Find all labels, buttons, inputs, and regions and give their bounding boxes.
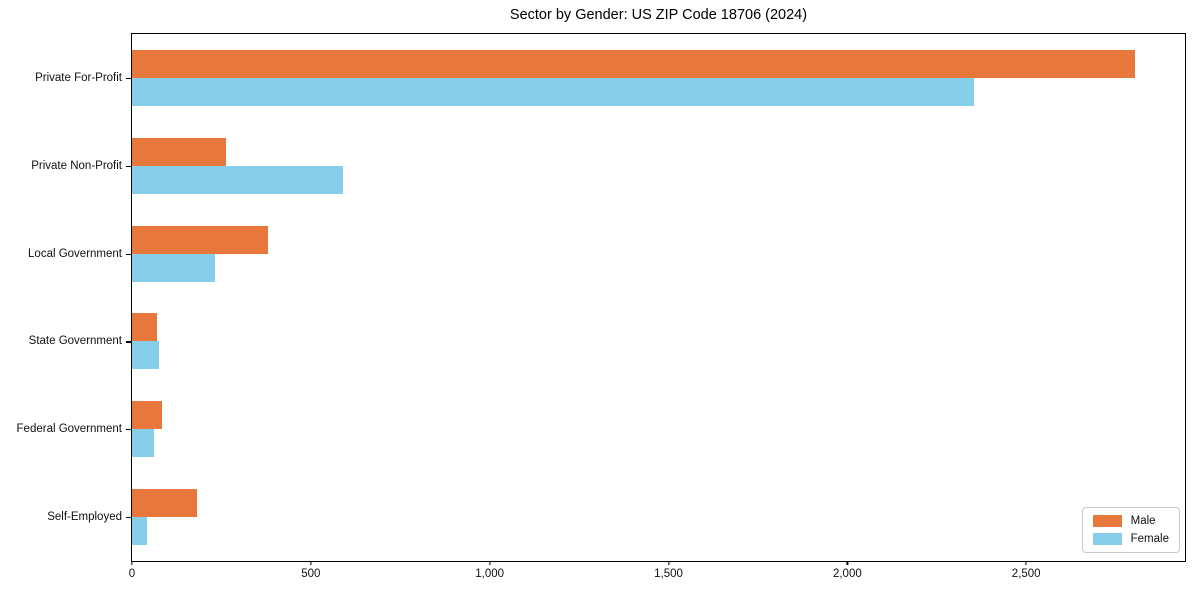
y-axis-tick: [126, 341, 131, 343]
bar-female: [132, 517, 148, 546]
x-axis-tick-label: 0: [128, 568, 136, 580]
bar-female: [132, 341, 159, 370]
bar-row: Private For-Profit: [35, 34, 1185, 122]
y-axis-label: State Government: [28, 335, 122, 348]
y-axis-tick: [126, 253, 131, 255]
y-axis-tick: [126, 77, 131, 80]
bar-male: [132, 137, 227, 166]
x-axis-tick: [1025, 561, 1027, 565]
y-axis-label: Local Government: [28, 247, 122, 260]
bar-row: State Government: [29, 298, 1185, 386]
chart-title: Sector by Gender: US ZIP Code 18706 (202…: [509, 7, 808, 23]
x-axis-tick: [489, 561, 491, 565]
x-axis-tick-label: 2,500: [1011, 568, 1041, 580]
x-axis-tick: [667, 561, 670, 565]
legend-entry: Male: [1092, 515, 1169, 527]
y-axis-label: Private For-Profit: [35, 71, 122, 84]
bar-female: [132, 77, 974, 106]
x-axis-tick: [846, 561, 848, 565]
legend-entry: Female: [1092, 533, 1169, 545]
bar-female: [132, 253, 215, 282]
y-axis-label: Private Non-Profit: [31, 159, 122, 172]
x-axis-tick: [131, 561, 133, 565]
bar-male: [132, 49, 1135, 78]
y-axis-tick: [126, 517, 131, 519]
x-axis-tick-label: 500: [301, 568, 321, 580]
legend: Male Female: [1081, 507, 1180, 553]
y-axis-label: Federal Government: [16, 423, 122, 436]
legend-label: Male: [1130, 515, 1156, 527]
bar-female: [132, 429, 155, 458]
plot-area: Private For-Profit Private Non-Profit Loca…: [17, 33, 1186, 580]
legend-swatch-male: [1092, 515, 1122, 527]
y-axis-tick: [126, 165, 131, 167]
y-axis-label: Self-Employed: [47, 511, 122, 524]
bar-male: [132, 313, 157, 342]
x-axis-tick: [310, 561, 312, 565]
bar-row: Local Government: [28, 210, 1185, 298]
x-axis-tick-label: 1,500: [654, 568, 683, 580]
bar-male: [132, 225, 269, 254]
bar-row: Self-Employed: [47, 473, 1185, 561]
legend-label: Female: [1130, 533, 1169, 545]
bar-male: [132, 489, 198, 518]
legend-swatch-female: [1092, 533, 1122, 545]
bar-row: Private Non-Profit: [31, 122, 1185, 210]
x-axis-tick-label: 1,000: [475, 568, 505, 580]
x-axis-tick-label: 2,000: [832, 568, 862, 580]
bar-male: [132, 401, 163, 430]
y-axis-tick: [126, 429, 131, 431]
plot-rows: Private For-Profit Private Non-Profit Loca…: [17, 34, 1185, 561]
bar-female: [132, 165, 344, 194]
bar-row: Federal Government: [17, 385, 1185, 473]
